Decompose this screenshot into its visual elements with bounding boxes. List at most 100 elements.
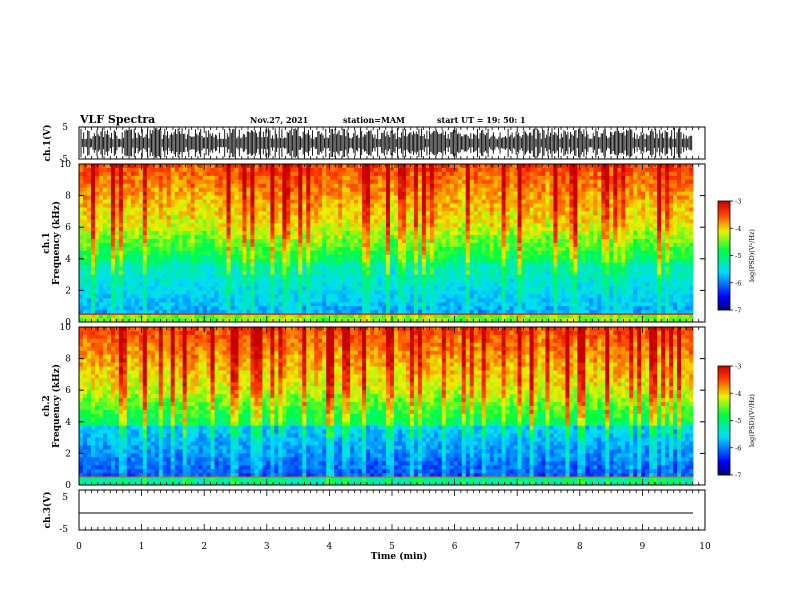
spectrogram-cell bbox=[641, 254, 646, 260]
spectrogram-cell bbox=[557, 199, 562, 204]
spectrogram-cell bbox=[350, 183, 355, 189]
spectrogram-cell bbox=[314, 270, 319, 275]
spectrogram-cell bbox=[142, 179, 148, 185]
spectrogram-cell bbox=[350, 223, 355, 228]
spectrogram-cell bbox=[589, 215, 594, 220]
spectrogram-cell bbox=[685, 282, 690, 287]
spectrogram-cell bbox=[250, 191, 255, 196]
spectrogram-cell bbox=[102, 215, 108, 220]
spectrogram-cell bbox=[513, 171, 518, 177]
spectrogram-cell bbox=[409, 211, 415, 216]
spectrogram-cell bbox=[673, 164, 678, 169]
spectrogram-cell bbox=[637, 215, 642, 220]
spectrogram-cell bbox=[633, 266, 638, 272]
spectrogram-cell bbox=[677, 183, 682, 189]
spectrogram-cell bbox=[557, 211, 562, 216]
spectrogram-cell bbox=[362, 235, 367, 240]
spectrogram-cell bbox=[334, 164, 339, 169]
spectrogram-cell bbox=[473, 199, 479, 204]
spectrogram-cell bbox=[298, 199, 303, 204]
spectrogram-cell bbox=[278, 195, 283, 200]
spectrogram-cell bbox=[669, 215, 674, 220]
spectrogram-cell bbox=[613, 266, 618, 272]
spectrogram-cell bbox=[146, 207, 152, 212]
spectrogram-cell bbox=[641, 175, 646, 181]
spectrogram-cell bbox=[198, 246, 203, 252]
spectrogram-cell bbox=[473, 239, 479, 244]
spectrogram-cell bbox=[242, 266, 247, 272]
spectrogram-cell bbox=[605, 211, 610, 216]
spectrogram-cell bbox=[158, 270, 164, 275]
spectrogram-cell bbox=[98, 231, 104, 236]
spectrogram-cell bbox=[358, 282, 363, 287]
spectrogram-cell bbox=[577, 282, 582, 287]
spectrogram-cell bbox=[262, 235, 267, 240]
spectrogram-cell bbox=[549, 250, 554, 256]
spectrogram-cell bbox=[318, 282, 323, 287]
spectrogram-cell bbox=[653, 203, 658, 208]
spectrogram-cell bbox=[198, 199, 203, 204]
spectrogram-cell bbox=[561, 231, 566, 236]
spectrogram-cell bbox=[685, 223, 690, 228]
spectrogram-cell bbox=[397, 258, 403, 264]
spectrogram-cell bbox=[673, 278, 678, 283]
spectrogram-cell bbox=[641, 274, 646, 279]
spectrogram-cell bbox=[689, 223, 694, 228]
spectrogram-cell bbox=[166, 187, 172, 193]
spectrogram-cell bbox=[481, 231, 487, 236]
spectrogram-cell bbox=[138, 171, 144, 177]
spectrogram-cell bbox=[581, 203, 586, 208]
spectrogram-cell bbox=[565, 282, 570, 287]
spectrogram-cell bbox=[318, 270, 323, 275]
spectrogram-cell bbox=[79, 175, 84, 181]
spectrogram-cell bbox=[218, 258, 223, 264]
spectrogram-cell bbox=[621, 258, 626, 264]
spectrogram-cell bbox=[597, 183, 602, 189]
spectrogram-cell bbox=[106, 250, 112, 256]
spectrogram-cell bbox=[358, 266, 363, 272]
spectrogram-cell bbox=[218, 270, 223, 275]
spectrogram-cell bbox=[685, 203, 690, 208]
spectrogram-cell bbox=[314, 243, 319, 248]
spectrogram-cell bbox=[541, 175, 546, 181]
spectrogram-cell bbox=[346, 250, 351, 256]
spectrogram-cell bbox=[441, 195, 447, 200]
spectrogram-cell bbox=[465, 254, 471, 260]
spectrogram-cell bbox=[425, 195, 431, 200]
spectrogram-cell bbox=[374, 199, 379, 204]
spectrogram-cell bbox=[409, 258, 415, 264]
spectrogram-cell bbox=[457, 187, 463, 193]
spectrogram-cell bbox=[210, 195, 215, 200]
spectrogram-cell bbox=[286, 195, 291, 200]
spectrogram-cell bbox=[82, 191, 88, 196]
spectrogram-cell bbox=[366, 171, 371, 177]
spectrogram-cell bbox=[489, 231, 495, 236]
spectrogram-cell bbox=[354, 243, 359, 248]
spectrogram-cell bbox=[649, 246, 654, 252]
spectrogram-cell bbox=[645, 199, 650, 204]
spectrogram-cell bbox=[286, 219, 291, 224]
spectrogram-cell bbox=[641, 239, 646, 244]
spectrogram-cell bbox=[585, 231, 590, 236]
spectrogram-cell bbox=[393, 266, 399, 272]
spectrogram-cell bbox=[234, 231, 239, 236]
spectrogram-cell bbox=[258, 215, 263, 220]
spectrogram-cell bbox=[386, 171, 391, 177]
spectrogram-cell bbox=[625, 199, 630, 204]
spectrogram-cell bbox=[521, 187, 526, 193]
spectrogram-cell bbox=[553, 246, 558, 252]
spectrogram-cell bbox=[250, 219, 255, 224]
spectrogram-cell bbox=[214, 211, 219, 216]
spectrogram-cell bbox=[645, 203, 650, 208]
spectrogram-cell bbox=[342, 270, 347, 275]
spectrogram-cell bbox=[661, 231, 666, 236]
spectrogram-cell bbox=[202, 211, 207, 216]
spectrogram-cell bbox=[561, 278, 566, 283]
spectrogram-cell bbox=[94, 215, 100, 220]
spectrogram-cell bbox=[461, 235, 467, 240]
spectrogram-cell bbox=[370, 175, 375, 181]
spectrogram-cell bbox=[254, 254, 259, 260]
spectrogram-cell bbox=[146, 282, 152, 287]
spectrogram-cell bbox=[170, 266, 176, 272]
spectrogram-cell bbox=[509, 207, 514, 212]
